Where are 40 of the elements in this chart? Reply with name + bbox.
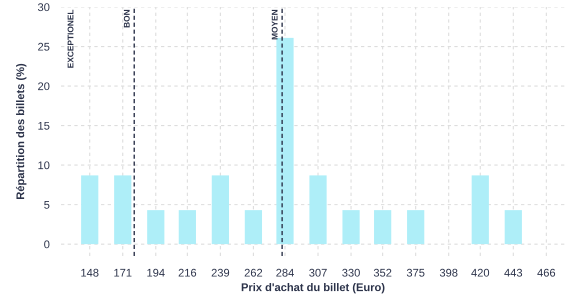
- bar: [374, 210, 392, 244]
- x-tick-label: 398: [440, 268, 458, 277]
- x-tick-label: 239: [212, 268, 230, 277]
- annotation: EXCEPTIONEL: [68, 10, 74, 68]
- y-tick-label: 20: [38, 82, 50, 90]
- x-tick-label: 194: [147, 268, 165, 277]
- x-tick-label: 284: [276, 268, 294, 277]
- y-tick-label: 15: [38, 122, 50, 130]
- bar: [81, 175, 98, 244]
- y-tick-label: 30: [38, 3, 50, 12]
- x-axis-title: Prix d'achat du billet (Euro): [242, 283, 384, 294]
- bar: [147, 210, 164, 244]
- ref-line-label: MOYEN: [272, 10, 278, 40]
- x-tick-label: 307: [309, 268, 327, 277]
- x-tick-label: 148: [81, 268, 99, 277]
- bar: [178, 210, 196, 244]
- x-tick-label: 262: [244, 268, 262, 277]
- y-tick-label: 25: [38, 42, 50, 51]
- bar: [309, 175, 327, 244]
- bar: [244, 210, 262, 244]
- y-axis-title: Répartition des billets (%): [16, 64, 26, 199]
- bar: [472, 175, 489, 244]
- x-tick-label: 352: [374, 268, 392, 277]
- y-tick-label: 0: [44, 240, 50, 248]
- x-tick-label: 375: [406, 268, 424, 277]
- bar: [276, 38, 294, 244]
- bar: [114, 175, 132, 244]
- x-tick-label: 466: [537, 268, 556, 277]
- bar: [504, 210, 522, 244]
- bar: [212, 175, 229, 244]
- x-tick-label: 420: [471, 268, 490, 277]
- x-tick-label: 330: [342, 268, 360, 277]
- bar: [407, 210, 424, 244]
- y-tick-label: 5: [44, 201, 50, 209]
- x-tick-label: 216: [178, 268, 196, 277]
- x-tick-label: 443: [504, 268, 522, 277]
- bar: [342, 210, 360, 244]
- ref-line-label: BON: [124, 10, 130, 28]
- x-tick-label: 171: [114, 268, 132, 277]
- y-tick-label: 10: [38, 161, 50, 170]
